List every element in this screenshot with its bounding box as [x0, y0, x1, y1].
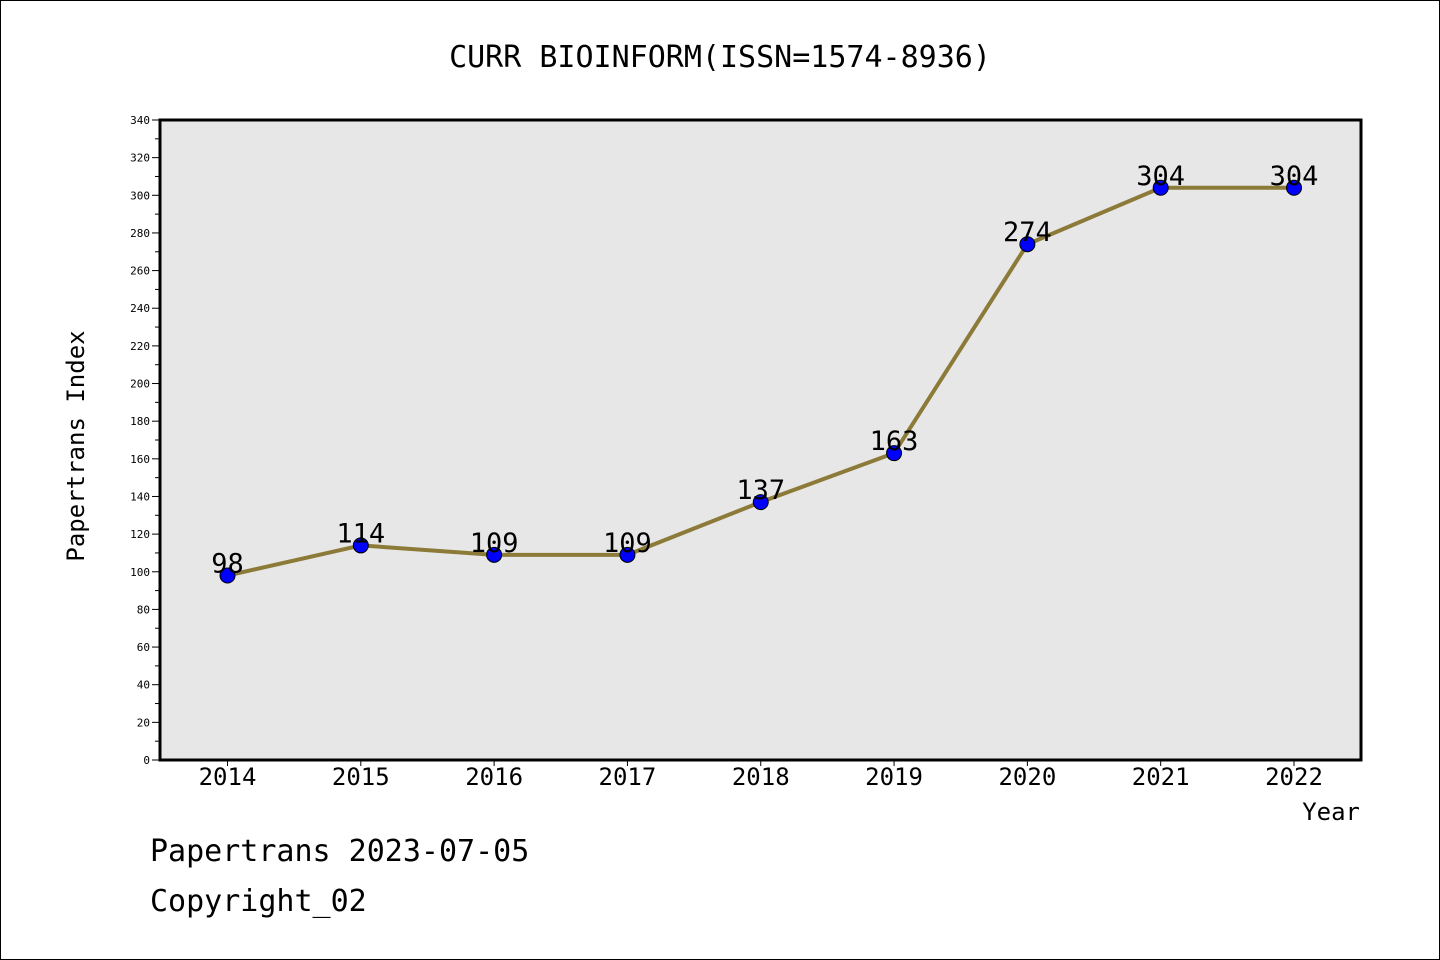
- data-point: [886, 445, 903, 462]
- y-tick-label: 20: [137, 716, 150, 729]
- data-label: 109: [603, 528, 652, 559]
- data-label: 109: [470, 528, 519, 559]
- data-point: [486, 546, 503, 563]
- x-tick-label: 2016: [465, 763, 523, 791]
- data-label: 98: [211, 549, 244, 580]
- data-label: 304: [1136, 161, 1185, 192]
- y-tick-label: 300: [130, 189, 150, 202]
- data-point: [1019, 236, 1036, 253]
- x-axis: 2014 2015 2016 2017 2018 2019 2020 2021 2022: [199, 760, 1323, 791]
- x-tick-label: 2018: [732, 763, 790, 791]
- data-label: 137: [736, 475, 785, 506]
- y-tick-label: 60: [137, 641, 150, 654]
- data-point: [1286, 179, 1302, 196]
- data-point: [219, 567, 236, 584]
- y-tick-label: 0: [143, 754, 150, 767]
- data-label: 274: [1003, 217, 1052, 248]
- chart-title: CURR BIOINFORM(ISSN=1574-8936): [449, 40, 991, 75]
- x-tick-label: 2022: [1265, 763, 1323, 791]
- y-tick-label: 80: [137, 603, 150, 616]
- x-tick-label: 2020: [998, 763, 1056, 791]
- x-tick-label: 2021: [1132, 763, 1190, 791]
- x-tick-label: 2015: [332, 763, 390, 791]
- data-label: 163: [870, 426, 919, 457]
- data-point: [352, 537, 369, 554]
- y-tick-label: 40: [137, 679, 150, 692]
- x-axis-label: Year: [1302, 798, 1360, 826]
- footer-date: Papertrans 2023-07-05: [150, 834, 530, 869]
- x-tick-label: 2017: [599, 763, 657, 791]
- y-tick-label: 260: [130, 265, 150, 278]
- footer-copyright: Copyright_02: [150, 884, 367, 919]
- y-tick-label: 340: [130, 114, 150, 127]
- data-point: [752, 494, 769, 511]
- y-tick-label: 220: [130, 340, 150, 353]
- y-tick-label: 240: [130, 302, 150, 315]
- y-axis-label: Papertrans Index: [62, 330, 90, 561]
- data-label: 304: [1270, 161, 1319, 192]
- data-label: 114: [336, 518, 385, 549]
- y-tick-label: 120: [130, 528, 150, 541]
- plot-area: [158, 118, 1363, 762]
- y-tick-label: 140: [130, 490, 150, 503]
- x-tick-label: 2014: [199, 763, 257, 791]
- y-tick-label: 200: [130, 378, 150, 391]
- y-tick-label: 280: [130, 227, 150, 240]
- data-point: [619, 546, 636, 563]
- y-tick-label: 180: [130, 415, 150, 428]
- data-point: [1152, 179, 1169, 196]
- y-tick-label: 160: [130, 453, 150, 466]
- series-layer: 98 114 109 109 137 163 274 304 304: [211, 161, 1319, 584]
- y-axis: 0 20 40 60 80 100 120 140 160 180 200 220 240 260 280 3…: [130, 114, 160, 767]
- x-tick-label: 2019: [865, 763, 923, 791]
- y-tick-label: 320: [130, 152, 150, 165]
- y-tick-label: 100: [130, 566, 150, 579]
